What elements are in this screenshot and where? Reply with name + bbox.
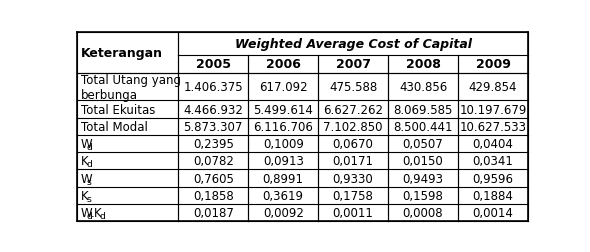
- Text: Total Modal: Total Modal: [81, 120, 148, 133]
- Text: 0,0341: 0,0341: [473, 155, 513, 168]
- Text: 5.873.307: 5.873.307: [183, 120, 243, 133]
- Text: 0,8991: 0,8991: [263, 172, 304, 185]
- Text: d: d: [86, 160, 92, 169]
- Text: 5.499.614: 5.499.614: [253, 103, 313, 116]
- Text: 0,0092: 0,0092: [263, 206, 304, 219]
- Text: 0,9493: 0,9493: [402, 172, 444, 185]
- Text: 0,1009: 0,1009: [263, 138, 304, 150]
- Text: 4.466.932: 4.466.932: [183, 103, 243, 116]
- Text: 0,0913: 0,0913: [263, 155, 304, 168]
- Text: 2006: 2006: [266, 58, 301, 71]
- Text: 8.069.585: 8.069.585: [394, 103, 453, 116]
- Text: 0,9330: 0,9330: [333, 172, 373, 185]
- Text: .: .: [90, 206, 94, 219]
- Text: 1.406.375: 1.406.375: [183, 81, 243, 94]
- Text: 10.627.533: 10.627.533: [460, 120, 526, 133]
- Text: W: W: [81, 172, 93, 185]
- Text: 0,1884: 0,1884: [473, 189, 513, 202]
- Text: Weighted Average Cost of Capital: Weighted Average Cost of Capital: [235, 38, 471, 51]
- Text: 617.092: 617.092: [259, 81, 307, 94]
- Text: 0,0507: 0,0507: [402, 138, 444, 150]
- Text: 0,1858: 0,1858: [193, 189, 234, 202]
- Text: 6.627.262: 6.627.262: [323, 103, 383, 116]
- Text: Total Utang yang
berbunga: Total Utang yang berbunga: [81, 73, 181, 101]
- Text: 0,0150: 0,0150: [402, 155, 444, 168]
- Text: 0,0404: 0,0404: [473, 138, 513, 150]
- Text: 2008: 2008: [405, 58, 441, 71]
- Text: d: d: [99, 211, 105, 220]
- Text: 10.197.679: 10.197.679: [459, 103, 527, 116]
- Text: 429.854: 429.854: [468, 81, 517, 94]
- Text: 0,0782: 0,0782: [193, 155, 234, 168]
- Text: Keterangan: Keterangan: [81, 47, 163, 60]
- Text: s: s: [86, 177, 91, 186]
- Text: 0,7605: 0,7605: [193, 172, 234, 185]
- Text: 0,0011: 0,0011: [333, 206, 373, 219]
- Text: d: d: [86, 143, 92, 151]
- Text: 6.116.706: 6.116.706: [253, 120, 313, 133]
- Text: W: W: [81, 206, 93, 219]
- Text: 2005: 2005: [196, 58, 231, 71]
- Text: 8.500.441: 8.500.441: [394, 120, 453, 133]
- Text: 430.856: 430.856: [399, 81, 447, 94]
- Text: 0,2395: 0,2395: [193, 138, 234, 150]
- Text: s: s: [86, 194, 91, 203]
- Text: W: W: [81, 138, 93, 150]
- Text: 0,0014: 0,0014: [473, 206, 513, 219]
- Text: 0,0187: 0,0187: [193, 206, 234, 219]
- Text: K: K: [94, 206, 101, 219]
- Text: d: d: [86, 211, 92, 220]
- Text: K: K: [81, 189, 88, 202]
- Text: K: K: [81, 155, 88, 168]
- Text: 2009: 2009: [476, 58, 510, 71]
- Text: 0,1758: 0,1758: [333, 189, 373, 202]
- Text: 7.102.850: 7.102.850: [323, 120, 383, 133]
- Text: 0,0008: 0,0008: [403, 206, 443, 219]
- Text: 0,1598: 0,1598: [402, 189, 444, 202]
- Text: 0,3619: 0,3619: [263, 189, 304, 202]
- Text: 475.588: 475.588: [329, 81, 377, 94]
- Text: Total Ekuitas: Total Ekuitas: [81, 103, 155, 116]
- Text: 2007: 2007: [336, 58, 371, 71]
- Text: 0,0171: 0,0171: [333, 155, 373, 168]
- Text: 0,9596: 0,9596: [473, 172, 513, 185]
- Text: 0,0670: 0,0670: [333, 138, 373, 150]
